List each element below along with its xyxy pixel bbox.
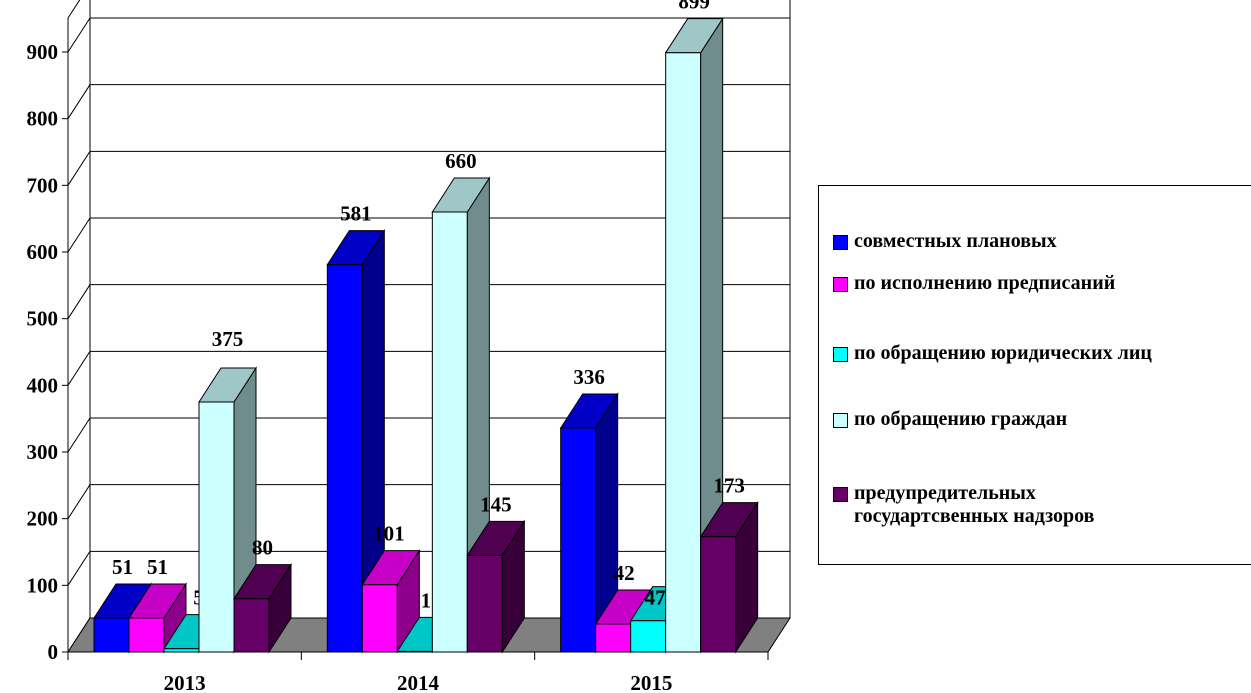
- y-tick-label: 200: [27, 507, 59, 531]
- bar-top: [326, 230, 386, 266]
- data-label: 375: [212, 327, 244, 351]
- bar-top: [361, 550, 421, 586]
- y-tick-label: 100: [27, 573, 59, 597]
- gridline: [67, 150, 790, 186]
- bar-front: [595, 623, 632, 653]
- data-label: 1: [421, 588, 432, 612]
- bar-front: [326, 264, 363, 653]
- bar-top: [664, 18, 724, 54]
- data-label: 101: [373, 522, 405, 546]
- legend-swatch: [833, 413, 848, 428]
- bar-front: [198, 401, 235, 653]
- gridline: [67, 550, 790, 586]
- gridline: [67, 350, 790, 386]
- legend-item-legal-entities: по обращению юридических лиц: [833, 342, 1243, 365]
- side-wall: [67, 0, 91, 654]
- legend-item-joint-planned: совместных плановых: [833, 230, 1243, 253]
- bar-front: [630, 620, 667, 653]
- bar-top: [699, 502, 759, 538]
- gridline: [67, 217, 790, 253]
- data-label: 42: [614, 561, 635, 585]
- legend-label: по обращению юридических лиц: [854, 342, 1152, 364]
- data-label: 581: [340, 202, 372, 226]
- bar-top: [128, 583, 187, 619]
- bar-top: [233, 564, 292, 600]
- legend-swatch: [833, 347, 848, 362]
- bar-front: [361, 584, 398, 653]
- bar-front: [431, 211, 468, 653]
- y-tick-label: 900: [27, 40, 59, 64]
- gridline: [67, 484, 790, 519]
- x-tick-label: 2013: [164, 671, 206, 693]
- data-label: 899: [678, 0, 710, 14]
- gridline: [67, 284, 790, 319]
- legend-item-preventive: предупредительных государтсвенных надзор…: [833, 482, 1243, 528]
- chart-legend: совместных плановых по исполнению предпи…: [818, 185, 1251, 565]
- y-tick-label: 300: [27, 440, 59, 464]
- bar-top: [198, 367, 257, 403]
- data-label: 51: [147, 555, 168, 579]
- x-tick-label: 2015: [630, 671, 672, 693]
- legend-label: предупредительных государтсвенных надзор…: [854, 482, 1095, 527]
- data-label: 336: [573, 365, 605, 389]
- data-label: 660: [445, 149, 477, 173]
- data-label: 173: [713, 474, 745, 498]
- gridline: [67, 17, 790, 53]
- x-tick-label: 2014: [397, 671, 440, 693]
- bar-front: [466, 554, 503, 653]
- y-tick-label: 600: [27, 240, 59, 264]
- legend-swatch: [833, 235, 848, 250]
- y-tick-label: 400: [27, 373, 59, 397]
- data-label: 47: [645, 586, 666, 610]
- data-label: 145: [480, 492, 512, 516]
- bar-front: [700, 536, 737, 653]
- bar-top: [431, 177, 491, 213]
- y-tick-label: 0: [48, 640, 59, 664]
- y-tick-label: 800: [27, 107, 59, 131]
- y-tick-label: 700: [27, 173, 59, 197]
- gridline: [67, 417, 790, 453]
- bar-top: [466, 520, 526, 556]
- bar-front: [233, 598, 270, 653]
- y-tick-label: 500: [27, 307, 59, 331]
- bar-front: [665, 52, 702, 653]
- bar-top: [559, 393, 619, 429]
- data-label: 51: [112, 555, 133, 579]
- legend-label: по обращению граждан: [854, 408, 1068, 430]
- legend-label: совместных плановых: [854, 230, 1057, 252]
- bar-front: [128, 617, 165, 653]
- legend-item-orders: по исполнению предписаний: [833, 272, 1243, 295]
- bar-front: [93, 617, 130, 653]
- gridline: [67, 84, 790, 119]
- bar-front: [560, 427, 597, 653]
- legend-swatch: [833, 277, 848, 292]
- legend-swatch: [833, 487, 848, 502]
- data-label: 80: [252, 536, 273, 560]
- legend-label: по исполнению предписаний: [854, 272, 1116, 294]
- legend-item-citizens: по обращению граждан: [833, 408, 1243, 431]
